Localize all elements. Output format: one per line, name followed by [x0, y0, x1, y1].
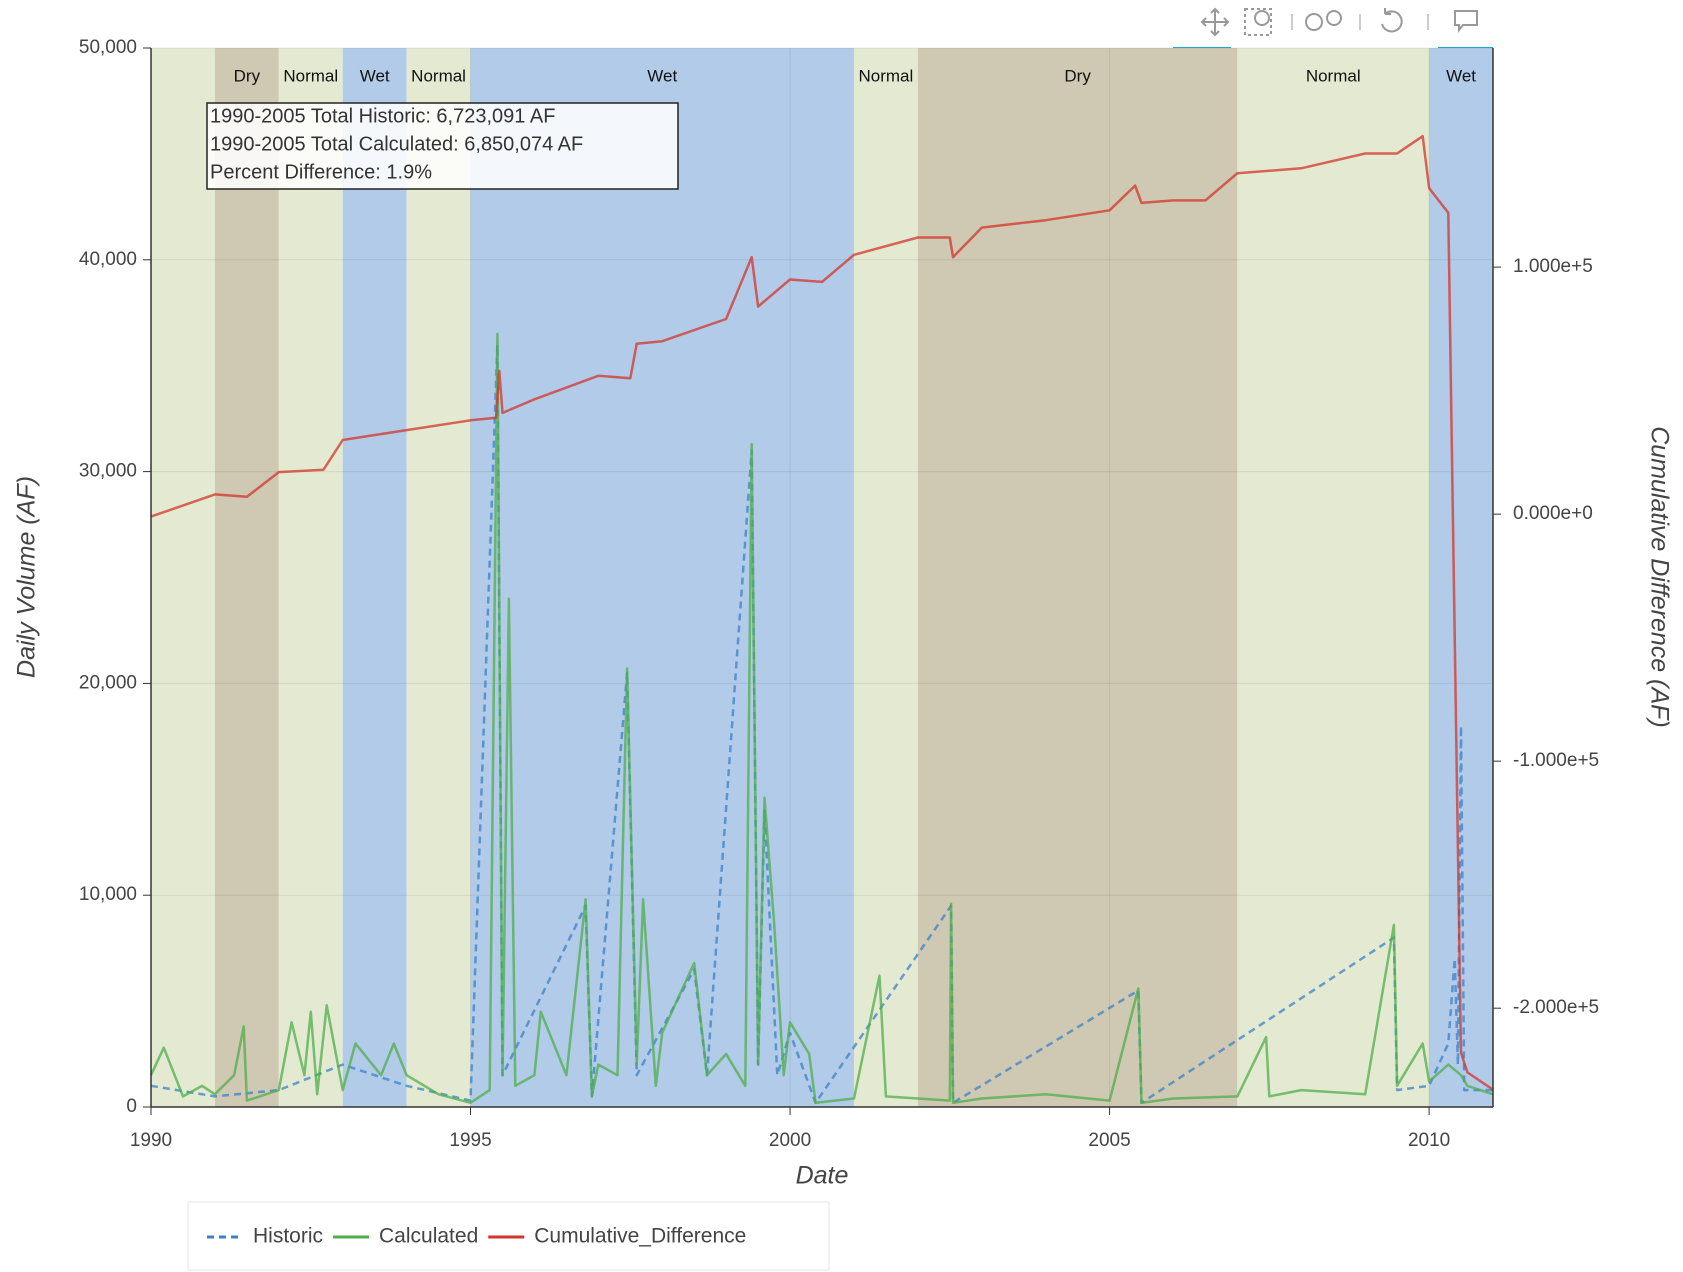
band-label: Wet	[360, 66, 390, 85]
legend-label: Calculated	[379, 1225, 478, 1248]
band-label: Normal	[859, 66, 914, 85]
regime-band	[1237, 48, 1430, 1107]
y2-tick-label: -1.000e+5	[1513, 750, 1599, 771]
band-label: Normal	[411, 66, 466, 85]
x-tick-label: 2000	[769, 1130, 811, 1151]
box-zoom-lens	[1254, 10, 1270, 26]
series-line	[149, 332, 1494, 1105]
x-tick-label: 2010	[1408, 1130, 1450, 1151]
series-line	[150, 134, 1494, 1091]
wheel-zoom-icon[interactable]	[1305, 13, 1323, 31]
reset-icon[interactable]	[1381, 8, 1403, 33]
band-label: Normal	[1306, 66, 1361, 85]
band-label: Dry	[234, 66, 261, 85]
y-axis-label: Daily Volume (AF)	[13, 476, 41, 678]
regime-band	[342, 48, 407, 1107]
y2-tick-label: -2.000e+5	[1513, 997, 1599, 1018]
y-tick-label: 30,000	[79, 461, 137, 482]
y-tick-label: 40,000	[79, 249, 137, 270]
legend-label: Cumulative_Difference	[534, 1225, 746, 1248]
band-label: Wet	[1446, 66, 1476, 85]
x-tick-label: 2005	[1088, 1130, 1130, 1151]
hover-icon[interactable]	[1454, 10, 1478, 33]
regime-band	[470, 48, 854, 1107]
regime-band	[917, 48, 1238, 1107]
band-label: Normal	[283, 66, 338, 85]
regime-band	[151, 48, 215, 1107]
box-zoom-icon[interactable]	[1244, 8, 1272, 36]
regime-band	[406, 48, 471, 1107]
legend-entries: Historic Calculated Cumulative_Difference	[207, 1225, 746, 1248]
x-tick-label: 1995	[449, 1130, 491, 1151]
y-tick-label: 20,000	[79, 672, 137, 693]
band-label: Wet	[647, 66, 677, 85]
band-label: Dry	[1064, 66, 1091, 85]
x-tick-label: 1990	[130, 1130, 172, 1151]
pan-icon[interactable]	[1200, 7, 1230, 37]
annotation-text: 1990-2005 Total Historic: 6,723,091 AF	[210, 105, 555, 127]
legend-label: Historic	[253, 1225, 323, 1248]
regime-band	[853, 48, 918, 1107]
plot-area: Dry Normal Wet Normal Wet Normal Dry Normal Wet	[149, 47, 1494, 1108]
regime-band	[278, 48, 343, 1107]
annotation-box	[206, 102, 679, 190]
annotation-text: Percent Difference: 1.9%	[210, 161, 432, 183]
y2-tick-label: 0.000e+0	[1513, 503, 1593, 524]
y2-tick-label: 1.000e+5	[1513, 256, 1593, 277]
wheel-zoom-lens	[1326, 10, 1342, 26]
annotation-text: 1990-2005 Total Calculated: 6,850,074 AF	[210, 133, 583, 155]
y-tick-label: 10,000	[79, 884, 137, 905]
y-tick-label: 0	[126, 1096, 137, 1117]
regime-band	[1429, 48, 1493, 1107]
regime-band	[214, 48, 279, 1107]
y2-axis-label: Cumulative Difference (AF)	[1645, 426, 1673, 727]
toolbar	[1173, 7, 1493, 50]
x-axis-label: Date	[796, 1162, 849, 1190]
y-tick-label: 50,000	[79, 37, 137, 58]
